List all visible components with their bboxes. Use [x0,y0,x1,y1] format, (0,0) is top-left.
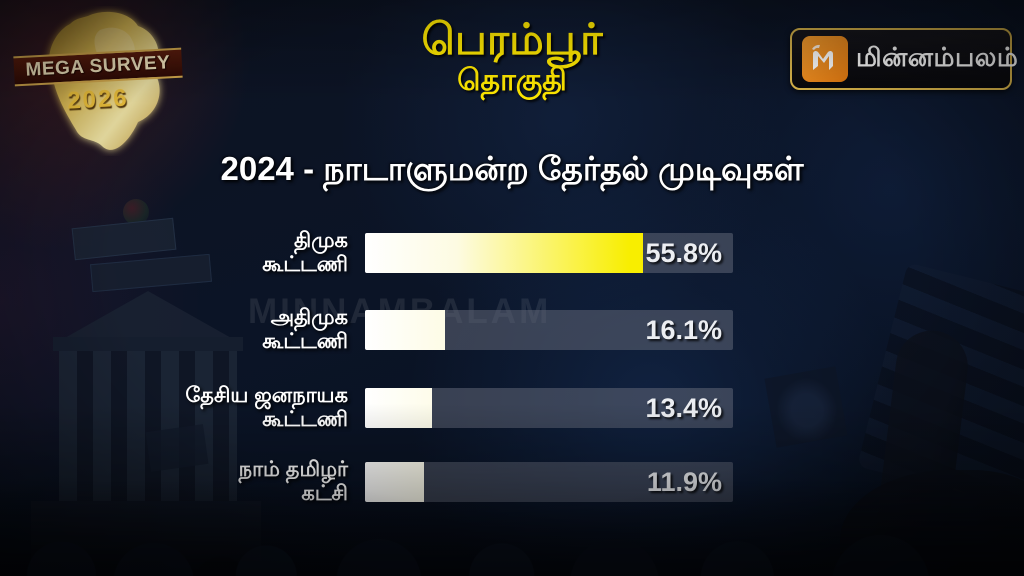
bar-label-line2: கூட்டணி [262,253,348,276]
channel-name: மின்னம்பலம் [856,42,1019,72]
bar-track: 13.4% [365,388,733,428]
bar-label: தேசிய ஜனநாயக கூட்டணி [185,383,348,433]
bar-fill [365,310,446,350]
bar-value: 16.1% [645,314,722,345]
bar-fill [365,388,432,428]
bar-track: 11.9% [365,462,733,502]
bar-row-nda: தேசிய ஜனநாயக கூட்டணி 13.4% [0,384,1024,431]
chart-title: 2024 - நாடாளுமன்ற தேர்தல் முடிவுகள் [220,150,804,187]
bar-label-line1: தேசிய ஜனநாயக [185,384,348,407]
building-columns [59,351,237,501]
bar-label-line1: நாம் தமிழர் [238,458,348,481]
constituency-label: தொகுதி [457,64,567,97]
bar-label-line1: திமுக [294,229,348,252]
bar-label-line2: கூட்டணி [262,330,348,353]
bar-value: 11.9% [646,466,722,497]
bar-fill [365,233,643,273]
bar-label: அதிமுக கூட்டணி [262,305,348,355]
building-entablature [53,337,243,351]
bar-row-aiadmk: அதிமுக கூட்டணி 16.1% [0,306,1024,353]
bar-track: 16.1% [365,310,733,350]
bar-track: 55.8% [365,233,733,273]
bar-label: நாம் தமிழர் கட்சி [239,457,348,507]
bar-label-line2: கட்சி [301,482,348,505]
channel-logo: மின்னம்பலம் [790,28,1018,90]
mega-survey-badge: MEGA SURVEY 2026 [10,6,190,156]
channel-m-icon [802,36,848,82]
bar-row-dmk: திமுக கூட்டணி 55.8% [0,229,1024,276]
bar-value: 55.8% [645,237,722,268]
bar-label-line1: அதிமுக [270,306,348,329]
bar-row-ntk: நாம் தமிழர் கட்சி 11.9% [0,458,1024,505]
bar-fill [365,462,425,502]
constituency-name: பெரம்பூர் [421,16,603,64]
constituency-title: பெரம்பூர் தொகுதி [302,16,722,98]
bar-value: 13.4% [645,392,722,423]
bar-label: திமுக கூட்டணி [262,228,348,278]
bar-label-line2: கூட்டணி [262,408,348,431]
